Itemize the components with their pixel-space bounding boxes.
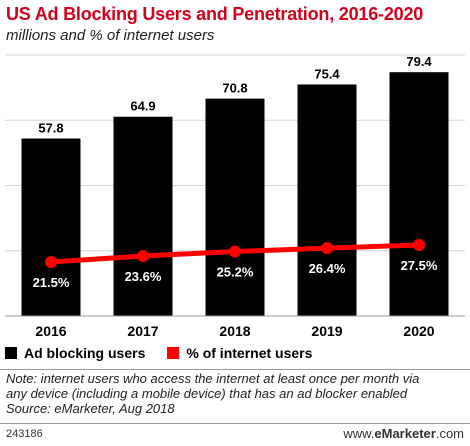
bar-value-label: 79.4 — [406, 54, 432, 69]
percent-point-2019 — [321, 242, 333, 255]
x-tick-label: 2018 — [219, 323, 250, 339]
brand-suffix: .com — [435, 426, 464, 441]
x-tick-label: 2017 — [127, 323, 158, 339]
bar-value-label: 57.8 — [38, 121, 63, 136]
note-line-2: any device (including a mobile device) t… — [6, 386, 408, 401]
note-line-1: Note: internet users who access the inte… — [6, 371, 420, 386]
legend-swatch-bars — [5, 347, 17, 359]
legend-item-percent-internet-users: % of internet users — [167, 345, 312, 361]
brand-name: eMarketer — [374, 426, 436, 441]
percent-value-label: 23.6% — [125, 269, 162, 284]
legend-label-ad-blocking-users: Ad blocking users — [24, 345, 146, 361]
brand-prefix: www. — [343, 426, 375, 441]
note-line-3: Source: eMarketer, Aug 2018 — [6, 401, 175, 416]
percent-value-label: 21.5% — [33, 275, 70, 290]
chart-subtitle: millions and % of internet users — [6, 27, 215, 44]
percent-value-label: 27.5% — [401, 258, 438, 273]
legend-label-percent-internet-users: % of internet users — [186, 345, 313, 361]
bar-value-label: 70.8 — [222, 81, 247, 96]
divider-bottom — [0, 423, 470, 424]
bar-2019 — [297, 84, 357, 316]
bar-value-label: 75.4 — [314, 66, 340, 81]
brand-link[interactable]: www.eMarketer.com — [343, 426, 464, 441]
divider-top — [0, 369, 470, 370]
bar-2020 — [389, 72, 449, 316]
bar-2017 — [113, 116, 173, 316]
x-tick-label: 2019 — [311, 323, 342, 339]
bar-line-chart: 57.8 64.9 70.8 75.4 79.4 21.5% 23.6% 25.2% 26.4%… — [5, 54, 465, 339]
chart-id: 243186 — [6, 428, 43, 440]
legend: Ad blocking users % of internet users — [5, 345, 334, 361]
bar-2016 — [21, 138, 81, 316]
x-tick-label: 2020 — [403, 323, 434, 339]
legend-item-ad-blocking-users: Ad blocking users — [5, 345, 145, 361]
percent-value-label: 25.2% — [217, 265, 254, 280]
percent-point-2018 — [229, 245, 241, 258]
chart-title: US Ad Blocking Users and Penetration, 20… — [6, 4, 424, 24]
chart-note: Note: internet users who access the inte… — [6, 371, 466, 416]
percent-point-2020 — [413, 239, 425, 251]
percent-point-2016 — [45, 256, 57, 268]
legend-swatch-line — [167, 347, 180, 359]
percent-point-2017 — [137, 250, 149, 263]
x-tick-label: 2016 — [35, 323, 66, 339]
bar-value-label: 64.9 — [130, 99, 155, 114]
percent-value-label: 26.4% — [309, 261, 346, 276]
bar-2018 — [205, 98, 265, 316]
